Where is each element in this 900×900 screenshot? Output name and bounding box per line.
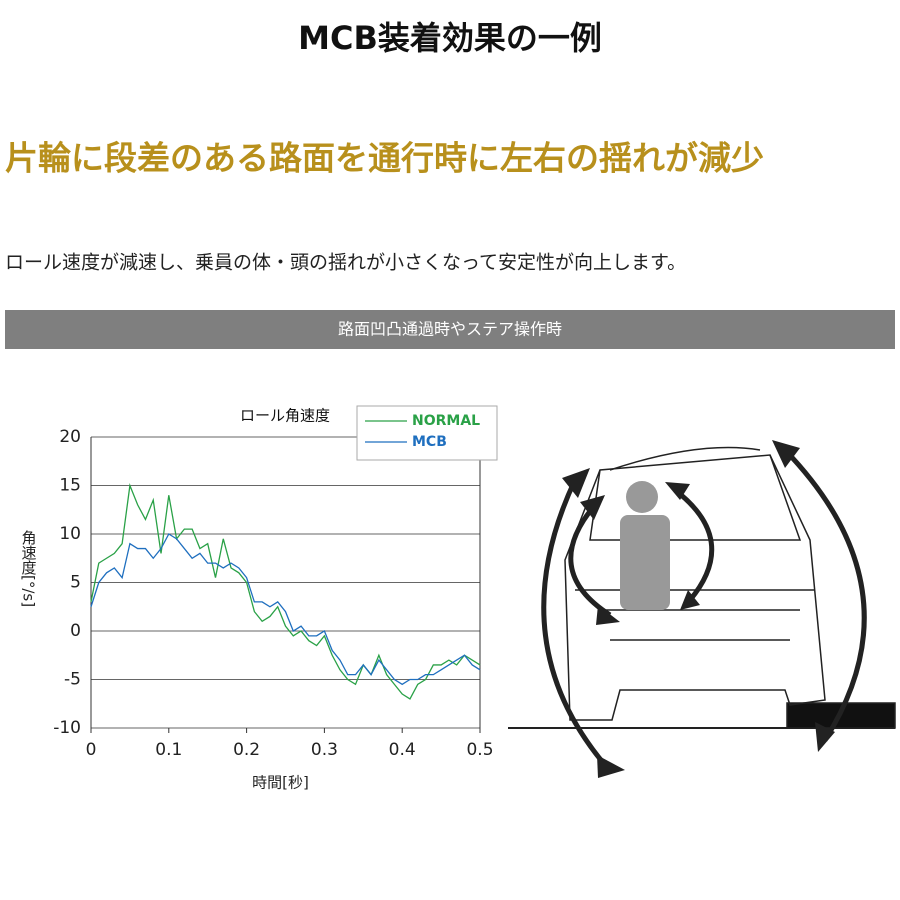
page-title: MCB装着効果の一例 bbox=[298, 19, 602, 57]
banner-bg bbox=[5, 310, 895, 349]
y-tick-label: -10 bbox=[53, 718, 81, 738]
legend-label: MCB bbox=[412, 434, 447, 450]
x-axis-label: 時間[秒] bbox=[252, 774, 309, 792]
x-tick-label: 0.4 bbox=[389, 740, 416, 760]
chart: -10 -5 0 5 10 15 20 0 0.1 0.2 0.3 0.4 0.5 時間[秒] 角速度[°/… bbox=[20, 405, 498, 792]
x-tick-label: 0 bbox=[86, 740, 97, 760]
y-tick-label: 5 bbox=[70, 573, 81, 593]
y-tick-label: 0 bbox=[70, 621, 81, 641]
arrow-heads bbox=[562, 440, 835, 778]
banner: 路面凹凸通過時やステア操作時 bbox=[338, 320, 562, 339]
legend-box bbox=[356, 405, 498, 461]
x-tick-label: 0.1 bbox=[155, 740, 182, 760]
y-tick-label: 15 bbox=[59, 476, 81, 496]
legend-label: NORMAL bbox=[412, 413, 480, 429]
y-tick-label: 10 bbox=[59, 524, 81, 544]
x-tick-label: 0.2 bbox=[233, 740, 260, 760]
y-tick-label: -5 bbox=[64, 670, 81, 690]
chart-title: ロール角速度 bbox=[240, 407, 330, 425]
y-tick-label: 20 bbox=[59, 427, 81, 447]
y-axis-label: 角速度[°/s] bbox=[20, 530, 38, 607]
motion-arrows bbox=[541, 448, 867, 767]
line-series bbox=[90, 482, 481, 700]
x-tick-label: 0.5 bbox=[466, 740, 493, 760]
headline: 片輪に段差のある路面を通行時に左右の揺れが減少 bbox=[5, 139, 764, 178]
description: ロール速度が減速し、乗員の体・頭の揺れが小さくなって安定性が向上します。 bbox=[5, 252, 686, 274]
x-tick-label: 0.3 bbox=[311, 740, 338, 760]
line-series bbox=[90, 533, 481, 686]
